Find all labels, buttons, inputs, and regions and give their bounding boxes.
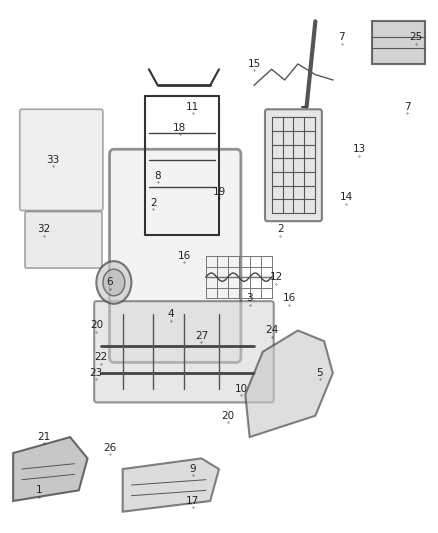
Text: 16: 16: [177, 251, 191, 261]
Circle shape: [103, 269, 125, 296]
Text: 20: 20: [90, 320, 103, 330]
Circle shape: [96, 261, 131, 304]
Text: 7: 7: [404, 102, 411, 111]
Text: 3: 3: [246, 294, 253, 303]
Text: 20: 20: [221, 411, 234, 421]
Text: 9: 9: [189, 464, 196, 474]
Text: 6: 6: [106, 278, 113, 287]
Text: 2: 2: [277, 224, 284, 234]
Text: 5: 5: [316, 368, 323, 378]
Text: 10: 10: [234, 384, 247, 394]
Text: 27: 27: [195, 331, 208, 341]
Polygon shape: [123, 458, 219, 512]
Text: 19: 19: [212, 187, 226, 197]
Text: 11: 11: [186, 102, 199, 111]
FancyBboxPatch shape: [94, 301, 274, 402]
FancyBboxPatch shape: [25, 212, 102, 268]
Text: 22: 22: [94, 352, 107, 362]
Text: 13: 13: [353, 144, 366, 154]
Text: 1: 1: [36, 486, 43, 495]
Text: 14: 14: [339, 192, 353, 202]
Text: 16: 16: [283, 294, 296, 303]
Text: 32: 32: [37, 224, 50, 234]
Text: 17: 17: [186, 496, 199, 506]
Text: 33: 33: [46, 155, 59, 165]
Text: 7: 7: [338, 33, 345, 42]
Polygon shape: [245, 330, 333, 437]
Text: 2: 2: [150, 198, 157, 207]
Text: 23: 23: [90, 368, 103, 378]
Text: 4: 4: [167, 310, 174, 319]
Polygon shape: [13, 437, 88, 501]
Text: 18: 18: [173, 123, 186, 133]
FancyBboxPatch shape: [20, 109, 103, 211]
Text: 25: 25: [410, 33, 423, 42]
Polygon shape: [372, 21, 425, 64]
Text: 12: 12: [269, 272, 283, 282]
Text: 26: 26: [103, 443, 116, 453]
FancyBboxPatch shape: [265, 109, 322, 221]
Text: 8: 8: [154, 171, 161, 181]
Text: 15: 15: [247, 59, 261, 69]
FancyBboxPatch shape: [110, 149, 241, 362]
Text: 24: 24: [265, 326, 278, 335]
Text: 21: 21: [37, 432, 50, 442]
